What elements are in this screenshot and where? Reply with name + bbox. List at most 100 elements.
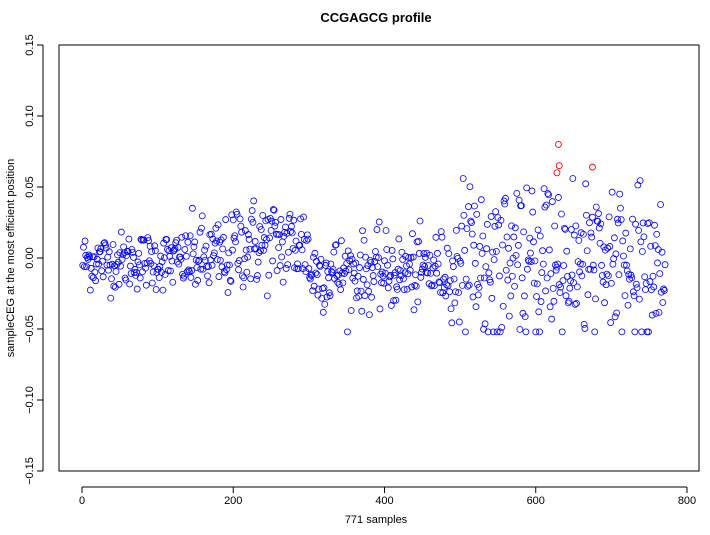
data-point — [560, 262, 568, 269]
data-point — [390, 271, 398, 279]
data-point — [446, 288, 453, 296]
data-point — [288, 229, 296, 237]
data-point — [222, 216, 230, 223]
data-point — [433, 269, 441, 277]
data-point — [582, 180, 590, 188]
data-point — [300, 213, 307, 221]
data-point — [345, 266, 353, 274]
y-axis: −0.15 −0.10 −0.05 0.00 0.05 0.10 0.15 — [24, 34, 44, 485]
data-point — [191, 238, 199, 246]
data-point — [304, 235, 312, 243]
data-point — [406, 266, 414, 274]
data-point — [575, 236, 583, 244]
data-point — [653, 230, 661, 238]
data-point — [589, 213, 596, 221]
data-point — [325, 289, 333, 297]
data-point — [628, 274, 636, 282]
data-point — [272, 218, 280, 226]
data-point — [421, 263, 428, 270]
data-point — [334, 278, 342, 286]
data-point — [547, 270, 555, 278]
data-point — [496, 272, 503, 280]
data-point — [479, 232, 487, 240]
data-point — [91, 268, 99, 276]
data-point — [476, 243, 484, 250]
data-point — [518, 274, 526, 282]
data-point — [578, 272, 586, 280]
data-point — [311, 249, 319, 257]
data-point — [151, 242, 159, 250]
data-point — [325, 274, 332, 282]
data-point — [86, 253, 93, 261]
data-point — [188, 267, 196, 274]
data-point — [648, 311, 656, 319]
data-point — [581, 325, 589, 332]
chart-title: CCGAGCG profile — [320, 10, 431, 25]
data-point — [615, 271, 623, 279]
data-point — [384, 284, 392, 292]
data-point — [524, 265, 531, 273]
data-point — [258, 241, 266, 249]
data-point — [424, 262, 432, 269]
data-point — [620, 252, 627, 260]
data-point — [559, 277, 567, 285]
x-axis: 0 200 400 600 800 — [79, 486, 696, 507]
data-point — [400, 286, 408, 293]
data-point — [546, 303, 554, 311]
data-point — [315, 285, 323, 293]
data-point — [385, 277, 393, 285]
data-point — [606, 243, 614, 250]
data-point — [381, 257, 388, 265]
data-point — [241, 227, 249, 234]
data-point — [473, 210, 481, 218]
data-point — [309, 287, 317, 295]
data-point — [481, 320, 489, 328]
data-point — [105, 266, 112, 274]
data-point — [190, 243, 198, 251]
data-point — [393, 285, 401, 293]
data-point — [359, 227, 366, 235]
data-point — [404, 270, 412, 278]
data-point — [83, 263, 90, 271]
data-point — [431, 282, 438, 290]
data-point — [169, 278, 177, 286]
data-point — [493, 247, 500, 255]
data-point — [528, 187, 536, 195]
data-point — [483, 220, 491, 228]
data-point — [365, 287, 373, 295]
data-point — [229, 216, 237, 224]
data-point — [144, 234, 152, 242]
data-point — [342, 267, 350, 275]
data-point — [375, 254, 382, 261]
y-tick-label: −0.05 — [24, 315, 36, 343]
data-point — [253, 275, 261, 283]
data-point — [483, 245, 490, 253]
data-point — [360, 236, 368, 244]
data-point — [197, 265, 205, 273]
data-point — [268, 217, 276, 225]
data-point — [617, 216, 625, 223]
data-point — [540, 185, 548, 193]
data-point — [301, 261, 309, 269]
data-point — [318, 294, 326, 302]
data-point — [477, 196, 485, 204]
y-tick-label: 0.00 — [24, 247, 36, 268]
highlight-point — [553, 169, 561, 177]
data-point — [610, 255, 618, 263]
data-point — [455, 289, 463, 296]
data-point — [232, 238, 239, 246]
data-point — [271, 222, 279, 230]
data-point — [254, 272, 261, 279]
data-point — [523, 184, 531, 192]
data-point — [452, 227, 460, 234]
data-point — [96, 248, 104, 256]
data-point — [505, 312, 513, 320]
data-point — [462, 275, 470, 283]
data-point — [527, 249, 534, 257]
data-point — [569, 175, 577, 182]
data-point — [478, 249, 486, 257]
data-point — [434, 249, 441, 257]
data-point — [511, 282, 518, 290]
data-point — [611, 234, 618, 242]
data-point — [177, 255, 185, 263]
